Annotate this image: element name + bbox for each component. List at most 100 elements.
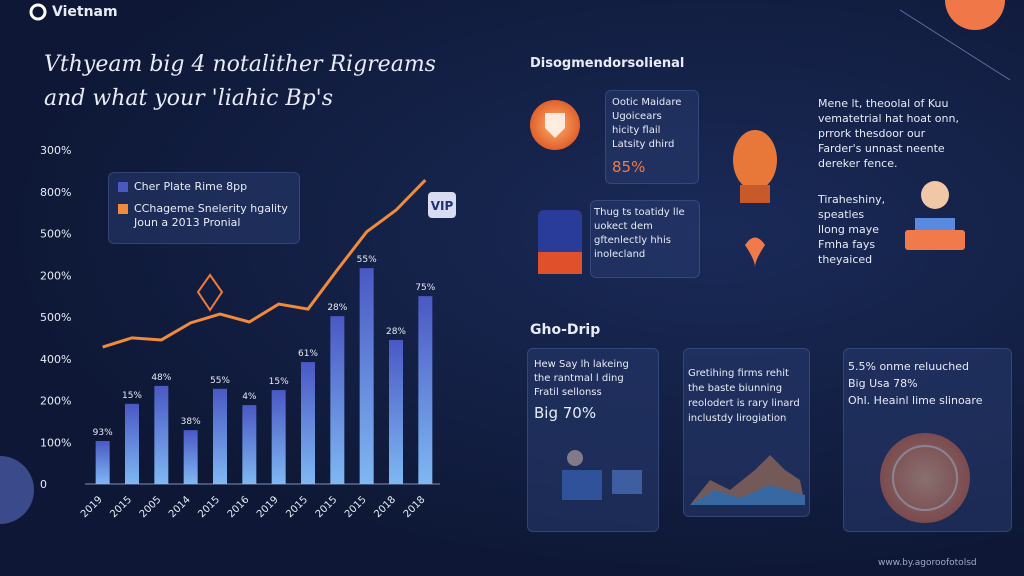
- tile-text: Hew Say lh lakeing the rantmal l ding Frat…: [534, 358, 629, 400]
- brand: Vietnam: [52, 4, 118, 20]
- bar: [359, 268, 374, 484]
- text-line: Ugoicears: [612, 111, 662, 122]
- y-tick-label: 500%: [40, 228, 71, 241]
- deco-line: [899, 9, 1011, 81]
- bar: [95, 440, 110, 484]
- text-line: the baste biunning: [688, 383, 783, 394]
- text-line: Fmha fays: [818, 238, 876, 251]
- bar-label: 75%: [415, 283, 435, 293]
- text-line: dereker fence.: [818, 157, 898, 170]
- text-line: the rantmal l ding: [534, 373, 624, 384]
- legend-entry: Cher Plate Rime 8pp: [118, 180, 293, 194]
- text-line: llong maye: [818, 223, 880, 236]
- x-tick-label: 2015: [284, 494, 310, 520]
- deco-circle: [0, 456, 34, 524]
- text-line: Fratil sellonss: [534, 387, 602, 398]
- lantern-base: [740, 185, 770, 203]
- bar: [183, 430, 198, 484]
- bar-label: 93%: [93, 428, 113, 438]
- x-tick-label: 2019: [79, 494, 105, 520]
- tile-text: 5.5% onme reluuched Big Usa 78% Ohl. Heain…: [848, 358, 982, 409]
- y-tick-label: 0: [40, 478, 47, 491]
- title: and what your 'liahic Bp's: [44, 86, 334, 111]
- x-tick-label: 2016: [226, 494, 252, 520]
- text-line: hicity flail: [612, 125, 661, 136]
- text-line: Tiraheshiny,: [818, 193, 886, 206]
- text-line: 5.5% onme reluuched: [848, 360, 969, 373]
- bar: [330, 316, 345, 484]
- text-line: Ootic Maidare: [612, 97, 682, 108]
- legend-items: Cher Plate Rime 8pp CChageme Snelerity hg…: [118, 180, 293, 238]
- legend-swatch: [118, 182, 128, 192]
- legend-entry: CChageme Snelerity hgality Joun a 2013 P…: [118, 202, 293, 230]
- tile-text: Gretihing firms rehit the baste biunning r…: [688, 366, 800, 426]
- bar-label: 15%: [122, 391, 142, 401]
- text-line: Ohl. Heainl lime slinoare: [848, 394, 983, 407]
- text-line: Thug ts toatidy lle: [594, 207, 685, 218]
- legend: [108, 172, 300, 244]
- heading: Disogmendorsolienal: [530, 56, 685, 71]
- person-head: [921, 181, 949, 209]
- line: [102, 179, 427, 349]
- x-tick-label: 2015: [108, 494, 134, 520]
- note: Mene lt, theoolal of Kuu vematetrial hat …: [818, 96, 959, 171]
- bar-label: 4%: [242, 392, 257, 402]
- y-tick-label: 100%: [40, 436, 71, 449]
- x-tick-label: 2015: [196, 494, 222, 520]
- text-line: inolecland: [594, 249, 646, 260]
- x-tick-label: 2014: [167, 494, 193, 520]
- diamond-icon: [196, 273, 224, 312]
- deco-circle: [945, 0, 1005, 30]
- stat: Big 70%: [534, 404, 597, 422]
- bar: [154, 385, 169, 484]
- tile: [683, 348, 810, 517]
- text-line: Gretihing firms rehit: [688, 368, 789, 379]
- x-tick-label: 2015: [343, 494, 369, 520]
- card: [590, 200, 700, 278]
- text-line: reolodert is rary linard: [688, 398, 800, 409]
- bar: [418, 296, 433, 484]
- x-tick-label: 2015: [314, 494, 340, 520]
- text-line: prrork thesdoor our: [818, 127, 926, 140]
- y-tick-label: 800%: [40, 186, 71, 199]
- bar: [301, 362, 315, 484]
- y-tick-label: 200%: [40, 269, 71, 282]
- text-line: uokect dem: [594, 221, 653, 232]
- y-tick-label: 500%: [40, 311, 71, 324]
- title: Vthyeam big 4 notalither Rigreams: [44, 52, 436, 77]
- y-tick-label: 400%: [40, 353, 71, 366]
- card-text: Thug ts toatidy lle uokect dem gftenlectly…: [594, 206, 685, 262]
- text-line: vematetrial hat hoat onn,: [818, 112, 959, 125]
- legend-label: CChageme Snelerity hgality Joun a 2013 P…: [134, 202, 288, 229]
- bar-label: 38%: [181, 417, 201, 427]
- text-line: inclustdy lirogiation: [688, 413, 787, 424]
- bar-label: 55%: [357, 255, 377, 265]
- text-line: Mene lt, theoolal of Kuu: [818, 97, 949, 110]
- text-line: Hew Say lh lakeing: [534, 359, 629, 370]
- bar-label: 48%: [151, 373, 171, 383]
- bar: [389, 339, 403, 484]
- x-tick-label: 2005: [138, 494, 164, 520]
- bar-label: 55%: [210, 376, 230, 386]
- text-line: gftenlectly hhis: [594, 235, 671, 246]
- legend-label: Cher Plate Rime 8pp: [134, 180, 248, 193]
- card: [605, 90, 699, 184]
- text-line: Latsity dhird: [612, 139, 675, 150]
- y-tick-label: 300%: [40, 144, 71, 157]
- tile: [527, 348, 659, 532]
- heading: Gho-Drip: [530, 322, 601, 338]
- legend-swatch: [118, 204, 128, 214]
- text-line: Big Usa 78%: [848, 377, 918, 390]
- bar: [271, 390, 286, 484]
- bar: [213, 388, 227, 484]
- x-tick-label: 2018: [372, 494, 398, 520]
- bar-label: 28%: [327, 303, 347, 313]
- shield: [545, 113, 565, 138]
- book: [905, 230, 965, 250]
- tile: [843, 348, 1012, 532]
- lantern: [733, 130, 777, 190]
- note: Tiraheshiny, speatles llong maye Fmha fays t…: [818, 192, 885, 267]
- logo: [29, 3, 47, 21]
- badge: [428, 192, 456, 218]
